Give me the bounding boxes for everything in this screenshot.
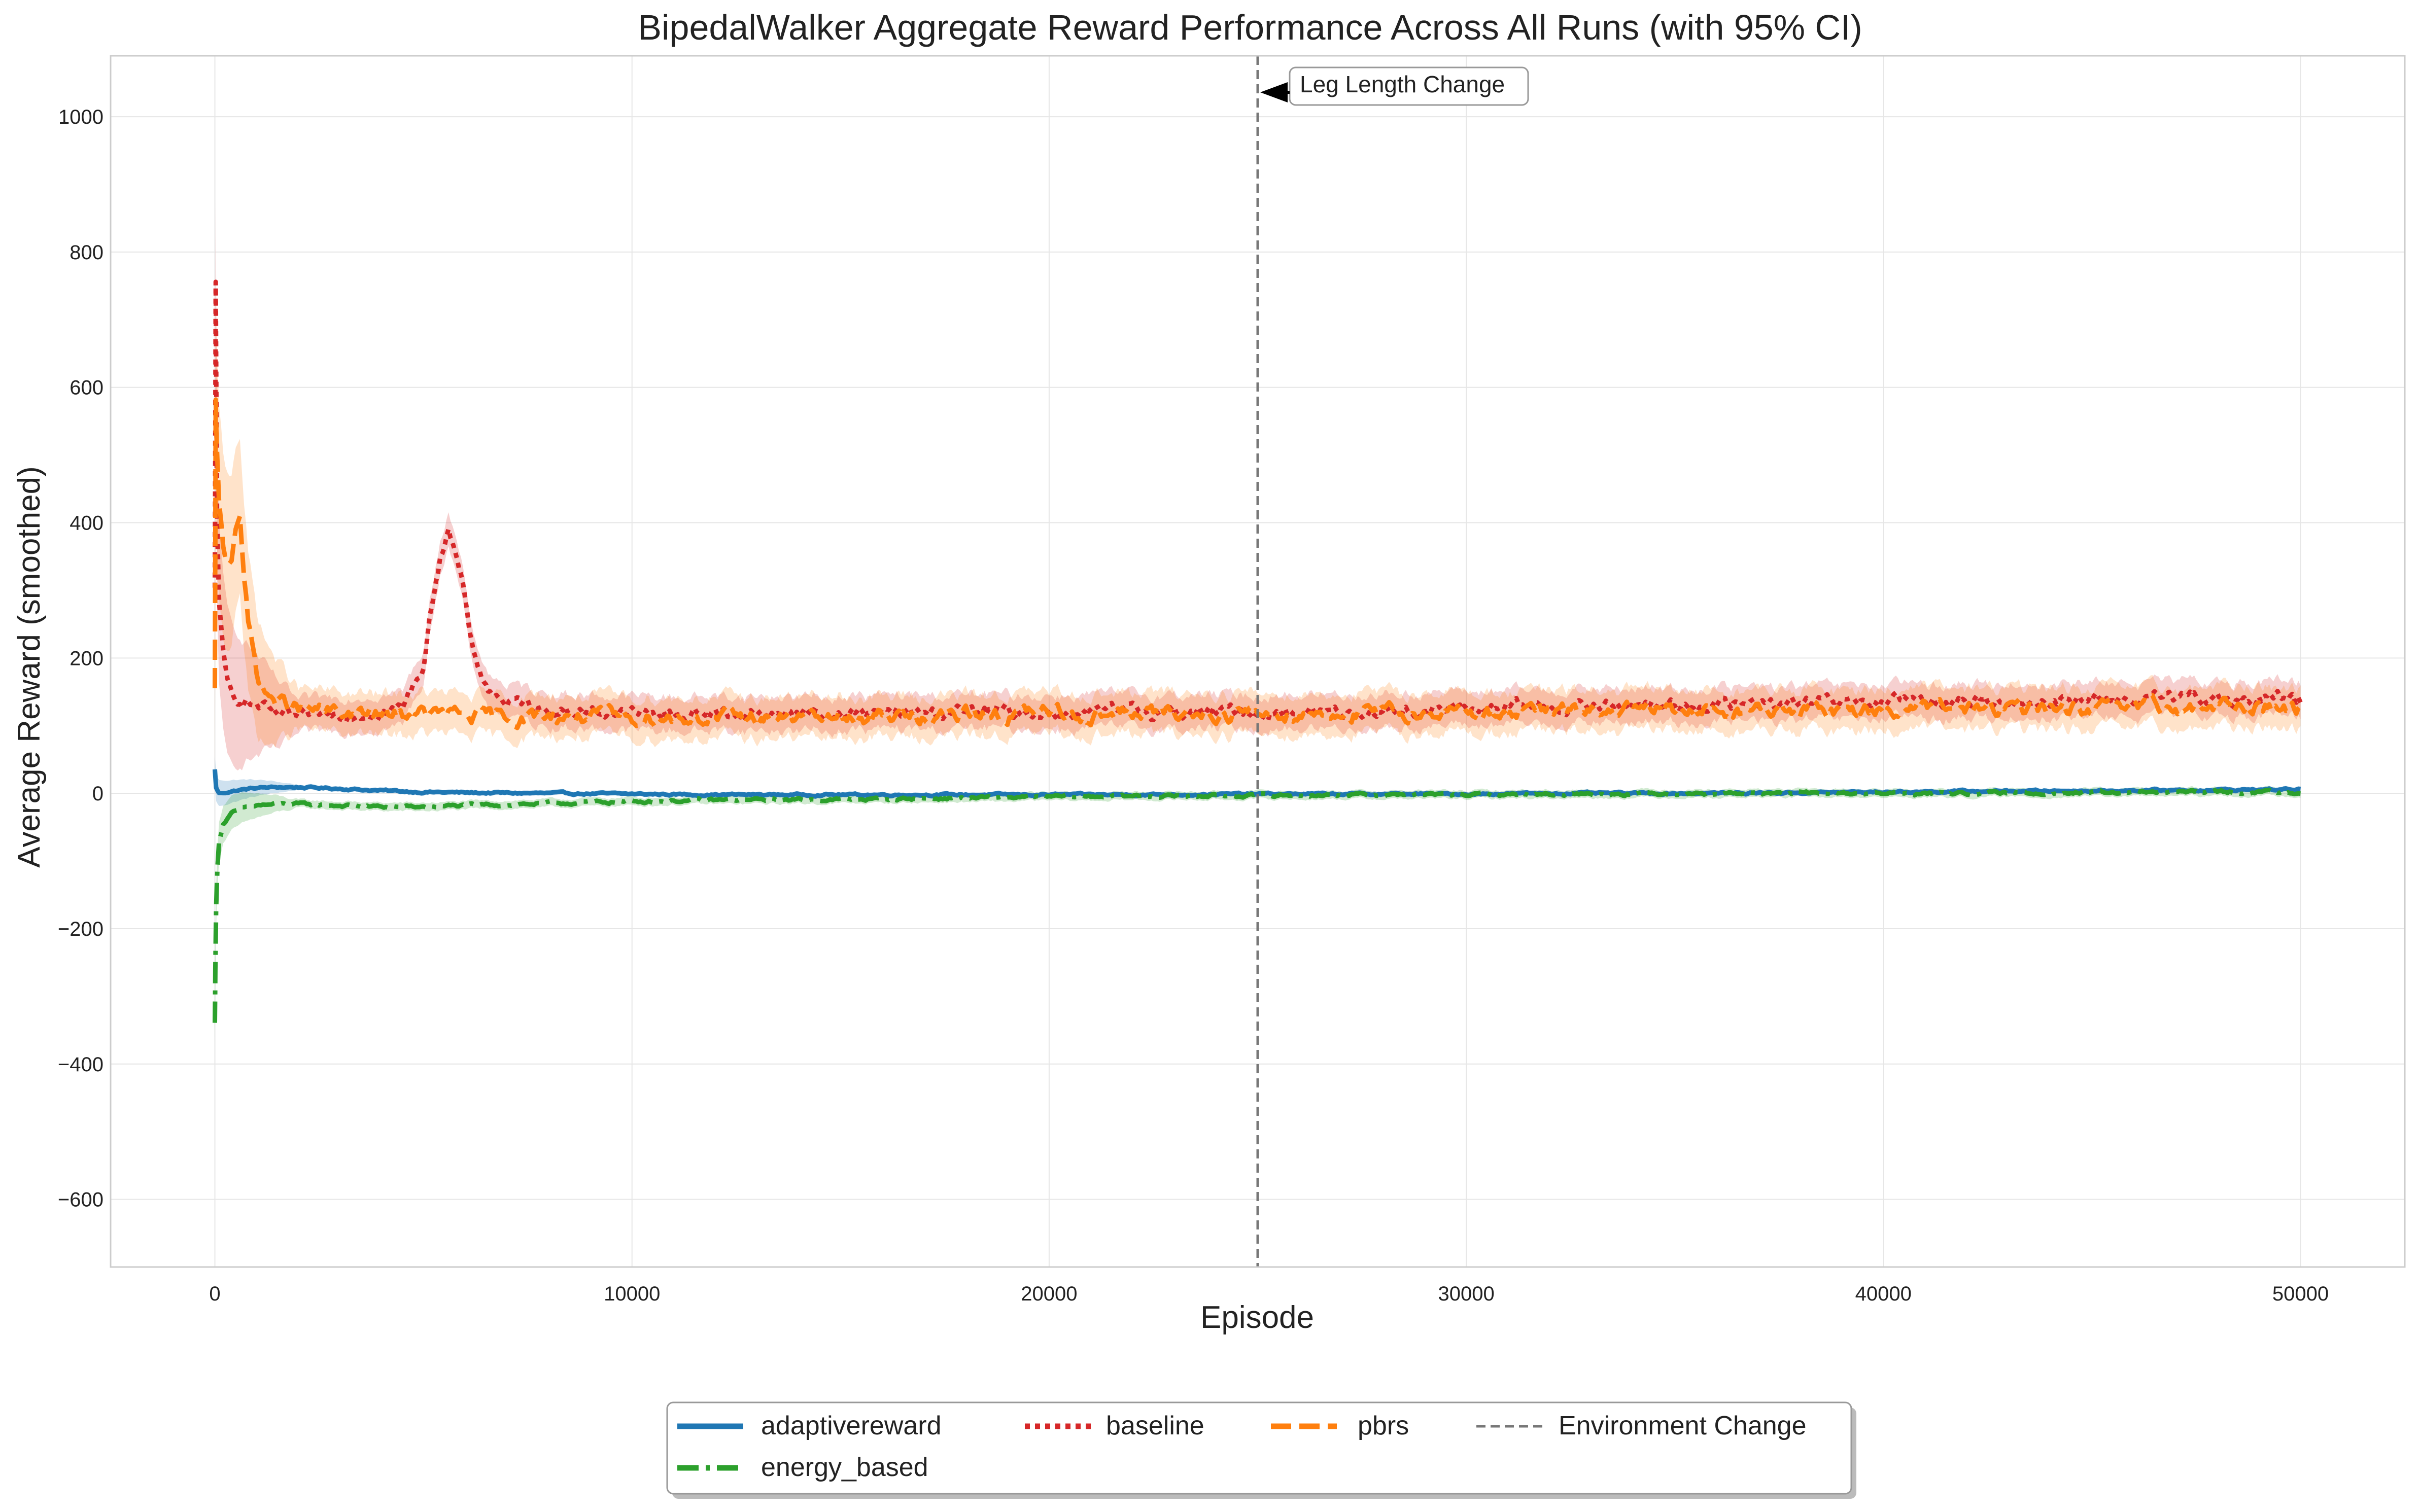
y-tick-label: 800 (70, 241, 103, 264)
series-line-adaptivereward (213, 769, 2301, 799)
legend-label-environment-change: Environment Change (1559, 1411, 1807, 1440)
y-tick-label: −200 (58, 918, 103, 940)
legend-box (666, 1401, 1852, 1495)
y-tick-label: 1000 (58, 106, 103, 128)
annotation-arrow-head (1260, 82, 1288, 102)
legend-item-environment-change: Environment Change (1476, 1411, 1807, 1440)
x-tick-label: 0 (209, 1283, 220, 1305)
plot-frame (110, 55, 2406, 1268)
ci-band-baseline (215, 198, 2301, 771)
annotation-text: Leg Length Change (1300, 71, 1505, 97)
series-line-pbrs (213, 397, 2302, 730)
legend-item-energy-based: energy_based (677, 1453, 928, 1482)
annotation-box (1289, 66, 1529, 106)
tick-labels: 0 10000 20000 30000 40000 50000 −600 −400 −200 0 2… (58, 106, 2329, 1305)
x-tick-label: 20000 (1021, 1283, 1077, 1305)
legend-label-baseline: baseline (1106, 1411, 1204, 1440)
legend-item-baseline: baseline (1025, 1411, 1204, 1440)
x-tick-label: 30000 (1438, 1283, 1494, 1305)
y-tick-label: 600 (70, 377, 103, 399)
x-tick-label: 40000 (1855, 1283, 1912, 1305)
legend: adaptivereward energy_based baseline pbr… (666, 1401, 1856, 1499)
y-tick-label: 200 (70, 647, 103, 670)
x-axis-label: Episode (1200, 1300, 1314, 1335)
annotation-leg-length-change: Leg Length Change (1260, 66, 1529, 106)
chart-title: BipedalWalker Aggregate Reward Performan… (638, 8, 1862, 47)
series-lines (213, 279, 2303, 1023)
series-line-baseline (213, 279, 2303, 725)
y-tick-label: 0 (92, 783, 103, 805)
y-tick-label: 400 (70, 512, 103, 535)
legend-label-energy-based: energy_based (761, 1453, 928, 1482)
series-line-energy-based (213, 787, 2301, 1023)
legend-item-pbrs: pbrs (1271, 1411, 1409, 1440)
legend-item-adaptivereward: adaptivereward (677, 1411, 942, 1440)
y-tick-label: −600 (58, 1189, 103, 1211)
x-tick-label: 10000 (604, 1283, 660, 1305)
y-axis-label: Average Reward (smoothed) (12, 466, 47, 867)
x-tick-label: 50000 (2272, 1283, 2329, 1305)
legend-label-adaptivereward: adaptivereward (761, 1411, 942, 1440)
y-tick-label: −400 (58, 1053, 103, 1076)
legend-label-pbrs: pbrs (1358, 1411, 1409, 1440)
